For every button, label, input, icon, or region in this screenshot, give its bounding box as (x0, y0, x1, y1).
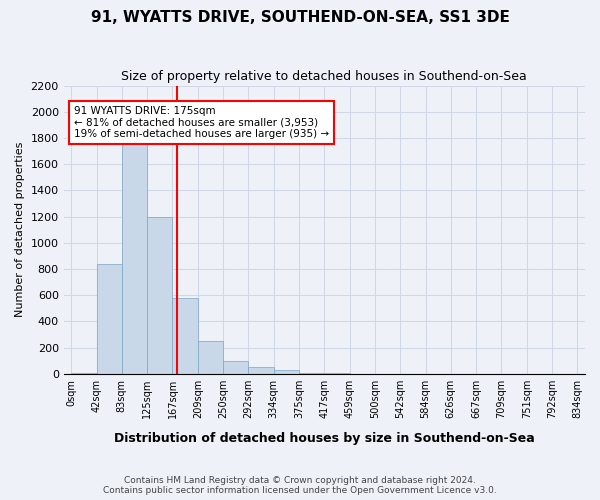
Text: Contains HM Land Registry data © Crown copyright and database right 2024.
Contai: Contains HM Land Registry data © Crown c… (103, 476, 497, 495)
Bar (71, 372, 97, 374)
Bar (147, 216, 172, 374)
Bar (325, 373, 350, 374)
Bar (198, 341, 223, 374)
Bar (122, 140, 147, 374)
Text: 91, WYATTS DRIVE, SOUTHEND-ON-SEA, SS1 3DE: 91, WYATTS DRIVE, SOUTHEND-ON-SEA, SS1 3… (91, 10, 509, 25)
Bar (274, 370, 299, 374)
Text: 91 WYATTS DRIVE: 175sqm
← 81% of detached houses are smaller (3,953)
19% of semi: 91 WYATTS DRIVE: 175sqm ← 81% of detache… (74, 106, 329, 139)
Bar (299, 372, 325, 374)
Bar (172, 298, 198, 374)
X-axis label: Distribution of detached houses by size in Southend-on-Sea: Distribution of detached houses by size … (114, 432, 535, 445)
Title: Size of property relative to detached houses in Southend-on-Sea: Size of property relative to detached ho… (121, 70, 527, 83)
Bar (97, 264, 122, 374)
Bar (248, 366, 274, 374)
Y-axis label: Number of detached properties: Number of detached properties (15, 142, 25, 318)
Bar (223, 361, 248, 374)
